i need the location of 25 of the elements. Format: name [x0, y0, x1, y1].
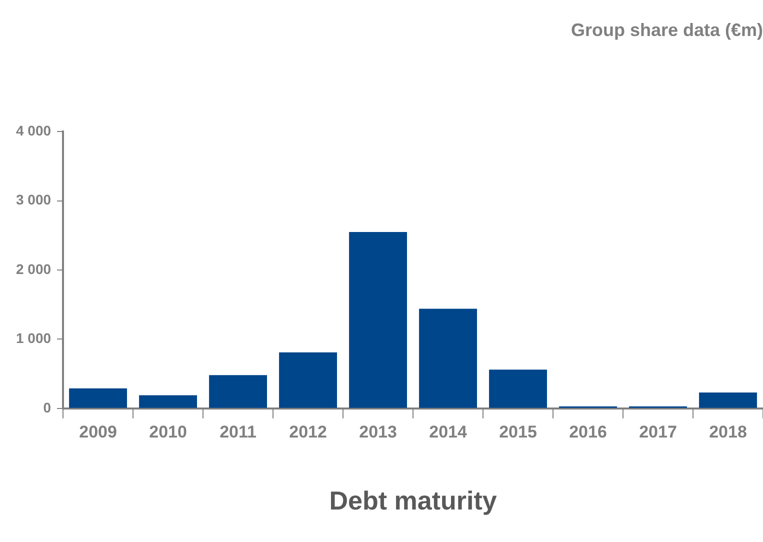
- x-axis-title: Debt maturity: [329, 486, 498, 516]
- bar: [139, 395, 198, 408]
- x-tick-label: 2010: [149, 422, 187, 442]
- bar: [279, 352, 337, 408]
- x-tick-label: 2015: [499, 422, 537, 442]
- bar: [699, 392, 757, 408]
- y-tick-label: 4 000: [16, 122, 52, 138]
- y-tick-label: 1 000: [16, 330, 52, 346]
- bar: [419, 308, 477, 408]
- x-tick-label: 2013: [359, 422, 397, 442]
- y-tick-label: 2 000: [16, 260, 52, 277]
- y-tick-label: 0: [43, 399, 52, 416]
- y-tick-label: 3 000: [16, 192, 52, 208]
- x-tick-label: 2014: [429, 422, 468, 442]
- x-tick-label: 2016: [569, 422, 607, 442]
- x-tick-label: 2011: [220, 422, 256, 442]
- x-tick-label: 2009: [79, 422, 117, 442]
- x-tick-label: 2012: [289, 422, 327, 442]
- bar: [349, 232, 407, 408]
- bar: [69, 388, 128, 408]
- chart-title: Group share data (€m): [570, 20, 763, 40]
- bar: [209, 375, 268, 408]
- bar: [489, 370, 547, 408]
- x-tick-label: 2017: [639, 422, 677, 442]
- x-tick-label: 2018: [709, 422, 747, 442]
